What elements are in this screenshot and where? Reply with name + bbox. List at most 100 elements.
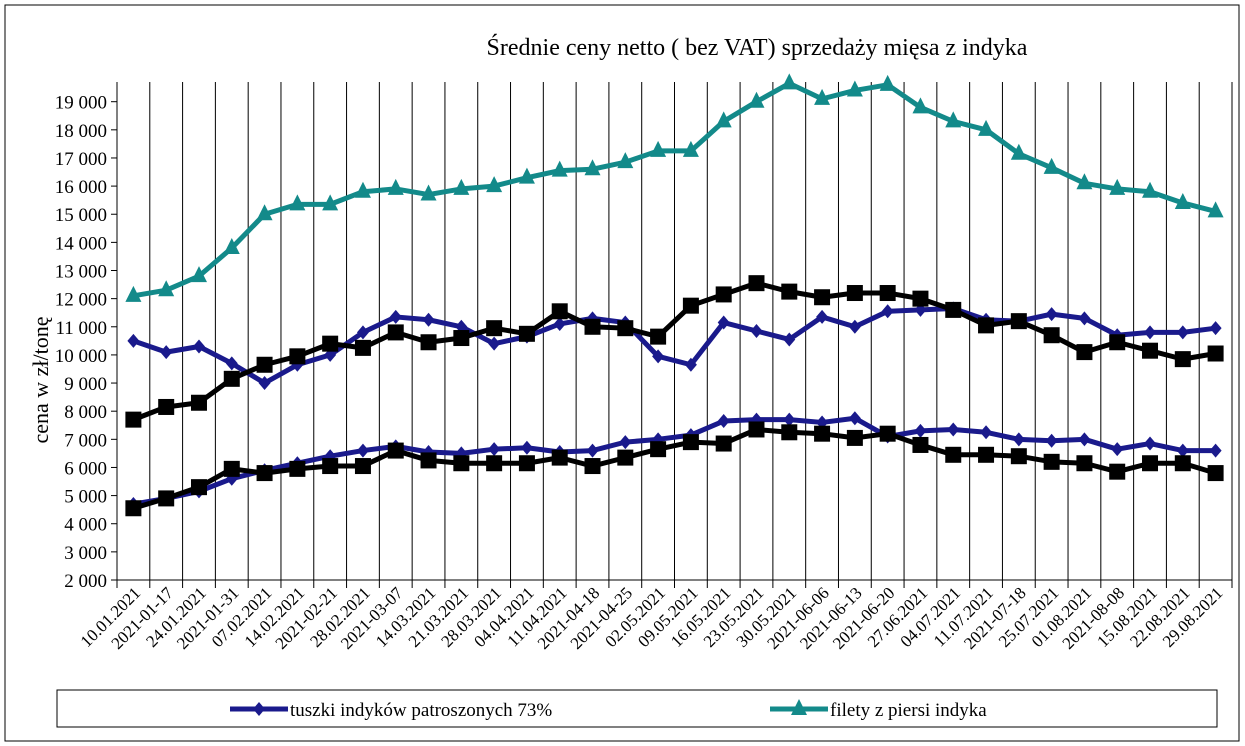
marker: [1144, 436, 1157, 451]
marker: [1142, 342, 1159, 359]
marker: [682, 297, 699, 314]
marker: [682, 434, 699, 451]
marker: [1043, 327, 1060, 344]
marker: [1010, 143, 1027, 160]
marker: [420, 334, 437, 351]
marker: [1078, 311, 1091, 326]
marker: [814, 88, 831, 105]
marker: [1142, 181, 1159, 198]
series-line: [132, 426, 1217, 511]
marker: [389, 309, 402, 324]
marker: [1078, 432, 1091, 447]
marker: [682, 140, 699, 157]
marker: [848, 319, 861, 334]
marker: [978, 119, 995, 136]
series-line: [132, 280, 1217, 422]
marker: [617, 320, 634, 337]
y-tick-label: 8 000: [64, 402, 107, 423]
marker: [125, 285, 142, 302]
marker: [1207, 345, 1224, 362]
marker: [848, 411, 861, 426]
marker: [879, 425, 896, 442]
marker: [814, 289, 831, 306]
marker: [1209, 321, 1222, 336]
marker: [1207, 465, 1224, 482]
marker: [518, 325, 535, 342]
marker: [289, 194, 306, 211]
marker: [192, 339, 205, 354]
legend-item: tuszki indyków patroszonych 73%: [230, 700, 552, 721]
marker: [945, 446, 962, 463]
marker: [1142, 455, 1159, 472]
marker: [650, 328, 667, 345]
y-tick-label: 3 000: [64, 543, 107, 564]
marker: [354, 458, 371, 475]
marker: [518, 455, 535, 472]
y-tick-label: 15 000: [55, 205, 107, 226]
marker: [783, 332, 796, 347]
marker: [127, 333, 140, 348]
marker: [488, 336, 501, 351]
marker: [322, 194, 339, 211]
series-line: [132, 305, 1216, 386]
marker: [947, 422, 960, 437]
marker: [748, 91, 765, 108]
marker: [1111, 442, 1124, 457]
marker: [750, 324, 763, 338]
marker: [912, 290, 929, 307]
marker: [1207, 201, 1224, 218]
marker: [356, 443, 369, 458]
marker: [584, 458, 601, 475]
marker: [1043, 453, 1060, 470]
marker: [553, 316, 566, 331]
y-tick-label: 6 000: [64, 458, 107, 479]
marker: [879, 74, 896, 91]
marker: [453, 178, 470, 195]
marker: [223, 238, 240, 254]
marker: [781, 73, 798, 90]
marker: [980, 425, 993, 440]
marker: [1109, 178, 1126, 195]
marker: [814, 425, 831, 442]
y-tick-label: 11 000: [55, 318, 107, 339]
marker: [617, 152, 634, 169]
marker: [551, 160, 568, 177]
marker: [1176, 325, 1189, 340]
marker: [912, 97, 929, 114]
marker: [584, 318, 601, 335]
marker: [586, 443, 599, 458]
marker: [1076, 344, 1093, 361]
marker: [717, 414, 730, 429]
marker: [1010, 313, 1027, 330]
marker: [978, 317, 995, 334]
marker: [125, 500, 142, 517]
marker: [1176, 443, 1189, 458]
marker: [289, 348, 306, 365]
marker: [846, 80, 863, 97]
marker: [1109, 334, 1126, 351]
marker: [1012, 432, 1025, 447]
marker: [748, 421, 765, 438]
marker: [1109, 463, 1126, 480]
marker: [617, 449, 634, 466]
marker: [584, 159, 601, 176]
marker: [322, 458, 339, 475]
legend-label: tuszki indyków patroszonych 73%: [290, 700, 552, 721]
marker: [551, 303, 568, 320]
marker: [225, 356, 238, 371]
y-tick-label: 5 000: [64, 487, 107, 508]
marker: [783, 412, 796, 427]
chart-border: [4, 4, 1240, 742]
y-tick-label: 16 000: [55, 177, 107, 198]
marker: [256, 204, 273, 221]
marker: [253, 702, 265, 716]
marker: [1045, 307, 1058, 322]
marker: [256, 356, 273, 373]
marker: [453, 455, 470, 472]
y-tick-label: 13 000: [55, 262, 107, 283]
marker: [190, 394, 207, 411]
y-tick-label: 4 000: [64, 515, 107, 536]
series-line: [132, 415, 1216, 507]
marker: [289, 460, 306, 477]
marker: [488, 442, 501, 457]
